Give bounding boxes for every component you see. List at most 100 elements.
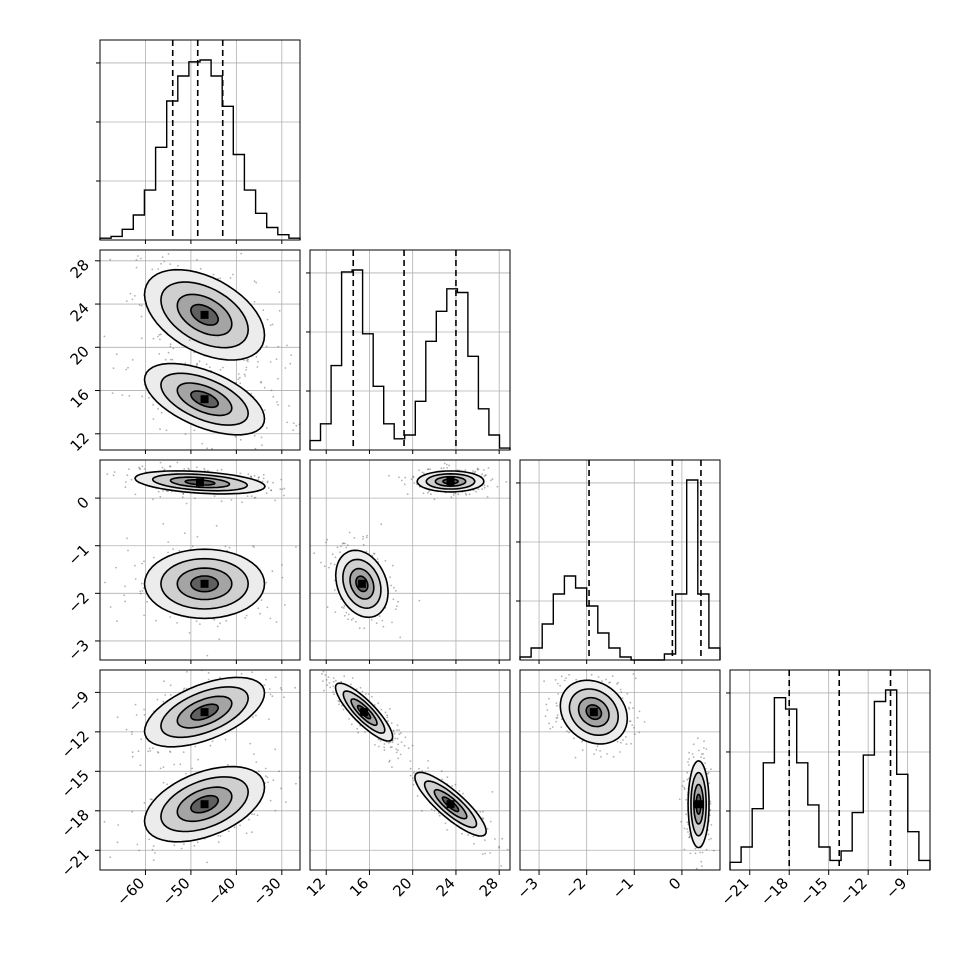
scatter-point	[352, 617, 354, 620]
scatter-point	[620, 691, 623, 693]
scatter-point	[454, 492, 457, 495]
contour-line	[176, 382, 233, 417]
density-peak	[446, 477, 455, 486]
scatter-point	[467, 834, 469, 836]
scatter-point	[152, 845, 155, 847]
scatter-point	[280, 688, 283, 691]
histogram-bar	[542, 624, 553, 660]
scatter-point	[326, 684, 329, 686]
histogram-bar	[741, 847, 752, 870]
scatter-point	[351, 677, 354, 679]
scatter-point	[268, 718, 270, 721]
scatter-point	[265, 678, 267, 681]
scatter-point	[347, 618, 349, 621]
scatter-point	[162, 490, 164, 492]
scatter-point	[115, 353, 118, 356]
y-tick-label: 12	[67, 429, 93, 455]
scatter-point	[624, 736, 627, 738]
scatter-point	[398, 476, 400, 479]
scatter-point	[382, 625, 385, 628]
scatter-point	[279, 687, 282, 689]
scatter-point	[545, 703, 548, 706]
scatter-point	[255, 281, 258, 284]
scatter-point	[427, 767, 430, 769]
scatter-point	[188, 339, 191, 341]
histogram-bar	[598, 633, 609, 660]
scatter-point	[224, 545, 227, 548]
scatter-point	[457, 493, 460, 496]
scatter-point	[622, 739, 624, 741]
scatter-point	[163, 468, 166, 471]
histogram-bar	[808, 805, 819, 870]
scatter-point	[694, 852, 697, 855]
scatter-point	[257, 478, 260, 481]
scatter-point	[276, 401, 278, 403]
scatter-point	[156, 751, 159, 753]
scatter-point	[555, 717, 558, 719]
scatter-point	[337, 700, 340, 702]
scatter-point	[165, 429, 168, 432]
scatter-panel-3-2	[519, 669, 721, 871]
scatter-point	[104, 581, 106, 584]
scatter-point	[356, 727, 359, 730]
scatter-point	[477, 488, 480, 490]
scatter-point	[574, 756, 577, 759]
scatter-point	[215, 524, 218, 527]
scatter-point	[264, 767, 267, 770]
scatter-point	[269, 617, 272, 620]
scatter-point	[163, 260, 166, 263]
scatter-point	[710, 824, 713, 826]
scatter-point	[329, 562, 332, 565]
scatter-point	[427, 759, 429, 762]
scatter-point	[266, 606, 269, 609]
scatter-point	[304, 452, 306, 454]
scatter-point	[377, 738, 380, 741]
scatter-point	[700, 756, 702, 758]
scatter-point	[700, 860, 703, 863]
x-tick-label: 20	[389, 874, 415, 900]
scatter-point	[163, 680, 165, 683]
scatter-point	[380, 523, 383, 526]
scatter-point	[245, 359, 248, 362]
scatter-point	[194, 745, 197, 748]
contour-line	[151, 473, 249, 492]
scatter-point	[169, 751, 172, 753]
scatter-point	[413, 482, 416, 484]
scatter-point	[427, 491, 429, 494]
scatter-point	[171, 358, 174, 361]
scatter-point	[490, 479, 492, 482]
scatter-point	[630, 742, 632, 745]
histogram-bar	[144, 190, 155, 240]
scatter-point	[396, 729, 398, 731]
scatter-point	[322, 646, 324, 648]
scatter-point	[486, 827, 489, 830]
scatter-point	[487, 467, 490, 469]
scatter-point	[476, 467, 479, 470]
scatter-point	[134, 564, 136, 567]
scatter-point	[348, 718, 350, 720]
scatter-point	[176, 622, 179, 624]
scatter-point	[211, 740, 214, 743]
scatter-point	[619, 751, 622, 753]
scatter-point	[138, 304, 141, 306]
scatter-point	[557, 693, 560, 695]
scatter-point	[698, 749, 700, 752]
scatter-point	[326, 538, 329, 541]
panel-frame	[99, 459, 301, 661]
scatter-point	[500, 865, 503, 867]
scatter-point	[398, 729, 400, 731]
scatter-point	[484, 474, 487, 477]
scatter-point	[342, 708, 345, 711]
scatter-point	[396, 737, 399, 740]
panel-content	[100, 664, 300, 870]
scatter-point	[270, 489, 272, 492]
scatter-point	[325, 541, 327, 544]
x-tick-label: −40	[204, 874, 239, 909]
panel-frame	[729, 669, 931, 871]
scatter-point	[321, 673, 323, 675]
scatter-point	[389, 741, 391, 744]
scatter-point	[343, 675, 346, 678]
scatter-point	[257, 664, 259, 666]
scatter-point	[244, 375, 247, 377]
scatter-point	[134, 578, 137, 580]
